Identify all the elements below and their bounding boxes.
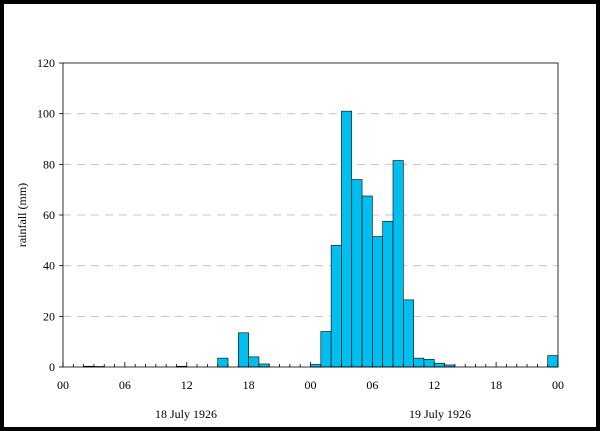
bar [361,195,373,368]
y-tick-label: 80 [43,157,55,171]
date-label-day2: 19 July 1926 [409,407,471,421]
x-tick-label: 12 [181,378,193,392]
x-tick-label: 18 [490,378,502,392]
bar [372,236,383,368]
y-tick-label: 60 [43,208,55,222]
bar [413,357,425,368]
y-tick-label: 0 [49,360,55,374]
x-tick-label: 12 [428,378,440,392]
x-tick-label: 06 [366,378,378,392]
bar [403,299,414,368]
bar [238,332,249,368]
bar [320,331,332,368]
x-axis-ticks: 00 06 12 18 00 06 12 18 00 [57,362,564,392]
x-tick-label: 06 [119,378,131,392]
bar [248,356,260,368]
bar [392,160,404,368]
bar [423,359,435,368]
bar [433,362,445,368]
bar [382,221,394,368]
x-tick-label: 18 [243,378,255,392]
x-tick-label: 00 [305,378,317,392]
bar [341,110,353,368]
y-axis-label: rainfall (mm) [15,183,29,247]
date-label-day1: 18 July 1926 [155,407,217,421]
y-tick-label: 120 [37,56,55,70]
x-tick-label: 00 [57,378,69,392]
y-tick-label: 100 [37,107,55,121]
bar [351,179,363,368]
bar [547,355,559,368]
bar [330,245,342,368]
y-axis-ticks: 0 20 40 60 80 100 120 [37,56,63,374]
bar [258,363,270,368]
y-tick-label: 20 [43,309,55,323]
x-tick-label: 00 [552,378,564,392]
y-tick-label: 40 [43,259,55,273]
bar [217,357,229,368]
gridlines [63,113,558,317]
